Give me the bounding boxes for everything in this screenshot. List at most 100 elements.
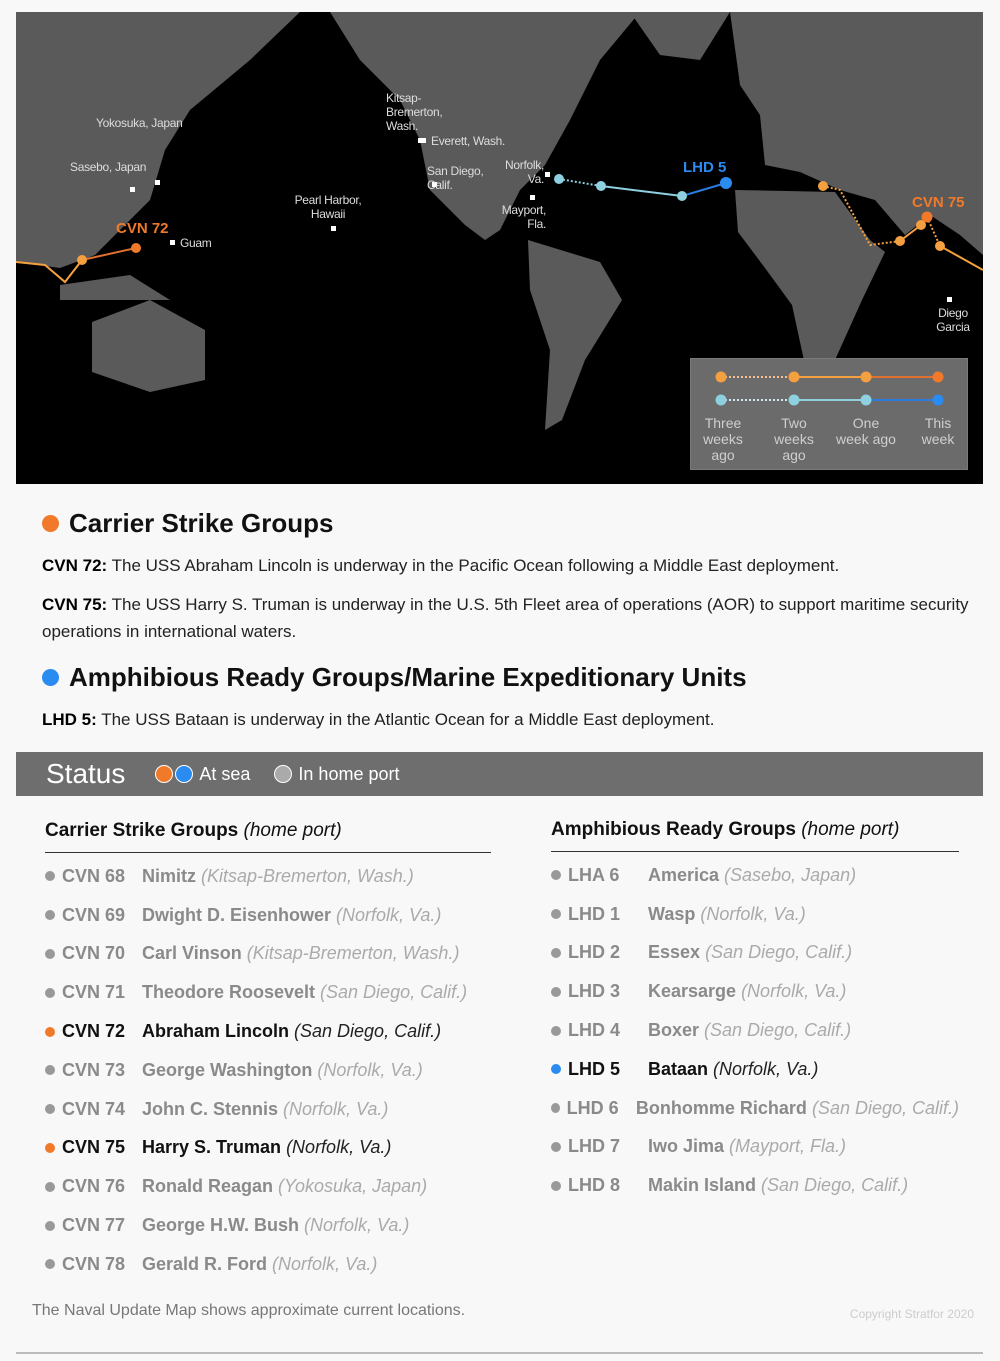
ship-name: George Washington [142, 1059, 313, 1080]
status-dot-icon [45, 1181, 55, 1192]
ship-name: Dwight D. Eisenhower [142, 904, 332, 925]
ship-row: LHD 6 Bonhomme Richard (San Diego, Calif.) [551, 1089, 959, 1128]
ship-name: George H.W. Bush [142, 1215, 300, 1236]
hull-number: CVN 68 [62, 865, 126, 886]
grey-dot-icon [274, 765, 293, 783]
hull-number: CVN 75 [62, 1137, 126, 1158]
hull-number: CVN 72 [62, 1021, 126, 1042]
ship-row: CVN 68 Nimitz (Kitsap-Bremerton, Wash.) [45, 857, 491, 896]
home-port: (Norfolk, Va.) [336, 904, 442, 925]
hull-number: LHD 3 [568, 981, 621, 1002]
status-dot-icon [45, 910, 55, 921]
place-label: Guam [180, 236, 212, 250]
map-legend: Three weeks ago Two weeks ago One week a… [690, 358, 968, 470]
home-port: (Norfolk, Va.) [272, 1253, 378, 1274]
hull-number: LHA 6 [568, 864, 620, 885]
legend-label: One week ago [836, 415, 896, 447]
status-dot-icon [45, 1065, 55, 1076]
ship-row: LHA 6 America (Sasebo, Japan) [551, 856, 959, 895]
place-label: Everett, Wash. [431, 134, 506, 148]
place-label: Yokosuka, Japan [96, 116, 183, 130]
ship-row: CVN 76 Ronald Reagan (Yokosuka, Japan) [45, 1167, 491, 1206]
status-dot-icon [551, 1064, 561, 1075]
ship-row: LHD 4 Boxer (San Diego, Calif.) [551, 1011, 959, 1050]
footer-note: The Naval Update Map shows approximate c… [32, 1302, 466, 1319]
ship-name: Bataan [648, 1058, 709, 1079]
status-dot-icon [551, 1103, 560, 1114]
home-port: (Norfolk, Va.) [700, 903, 806, 924]
ship-name: Wasp [648, 903, 696, 924]
home-port: (San Diego, Calif.) [761, 1175, 909, 1196]
home-port: (Sasebo, Japan) [724, 864, 857, 885]
status-dot-icon [45, 1142, 55, 1153]
status-dot-icon [551, 1141, 561, 1152]
status-dot-icon [45, 1259, 55, 1270]
carrier-section-heading: Carrier Strike Groups [42, 508, 333, 539]
section-title: Carrier Strike Groups [69, 508, 334, 538]
ship-name: Gerald R. Ford [142, 1253, 268, 1274]
ship-row: LHD 7 Iwo Jima (Mayport, Fla.) [551, 1128, 959, 1167]
home-port: (San Diego, Calif.) [704, 1020, 852, 1041]
ship-label-cvn72: CVN 72 [116, 220, 169, 237]
home-port-label: In home port [298, 763, 400, 784]
amphib-list-heading: Amphibious Ready Groups (home port) [551, 819, 959, 852]
ship-row: CVN 69 Dwight D. Eisenhower (Norfolk, Va.) [45, 896, 491, 935]
status-dot-icon [45, 871, 55, 882]
ship-row: CVN 71 Theodore Roosevelt (San Diego, Cali… [45, 973, 491, 1012]
cvn75-description: CVN 75: The USS Harry S. Truman is under… [42, 595, 969, 641]
hull-number: CVN 69 [62, 904, 126, 925]
ship-label-cvn75: CVN 75 [912, 194, 965, 211]
hull-number: LHD 1 [568, 903, 621, 924]
ship-name: America [648, 864, 720, 885]
home-port: (Norfolk, Va.) [286, 1137, 392, 1158]
status-title: Status [46, 758, 126, 789]
section-title: Amphibious Ready Groups/Marine Expeditio… [69, 662, 747, 692]
ship-label-lhd5: LHD 5 [683, 159, 727, 176]
status-dot-icon [551, 986, 561, 997]
ship-name: Theodore Roosevelt [142, 982, 316, 1003]
hull-number: CVN 70 [62, 943, 126, 964]
hull-number: CVN 77 [62, 1215, 126, 1236]
legend-label: Three weeks ago [703, 415, 743, 463]
home-port: (Kitsap-Bremerton, Wash.) [201, 865, 414, 886]
home-port: (Norfolk, Va.) [317, 1059, 423, 1080]
ship-row: LHD 2 Essex (San Diego, Calif.) [551, 934, 959, 973]
carrier-list-heading: Carrier Strike Groups (home port) [45, 820, 491, 853]
place-label: Diego Garcia [936, 306, 970, 334]
place-label: San Diego, Calif. [427, 164, 484, 192]
ship-name: Carl Vinson [142, 943, 242, 964]
home-port: (Kitsap-Bremerton, Wash.) [246, 943, 460, 964]
land-masses [16, 12, 983, 430]
hull-number: CVN 76 [62, 1176, 126, 1197]
place-label: Pearl Harbor, Hawaii [294, 193, 362, 221]
ship-row: CVN 77 George H.W. Bush (Norfolk, Va.) [45, 1206, 491, 1245]
ship-name: Boxer [648, 1020, 700, 1041]
blue-dot-icon [42, 669, 59, 686]
amphib-list: Amphibious Ready Groups (home port) LHA … [551, 819, 959, 1205]
place-label: Sasebo, Japan [70, 160, 147, 174]
home-port: (Norfolk, Va.) [304, 1215, 410, 1236]
ship-name: Abraham Lincoln [142, 1021, 290, 1042]
ship-row: CVN 75 Harry S. Truman (Norfolk, Va.) [45, 1129, 491, 1168]
status-dot-icon [45, 1104, 55, 1115]
ship-row: LHD 8 Makin Island (San Diego, Calif.) [551, 1166, 959, 1205]
hull-number: CVN 71 [62, 982, 126, 1003]
place-label: Mayport, Fla. [501, 203, 547, 231]
status-dot-icon [45, 948, 55, 959]
hull-number: CVN 74 [62, 1098, 126, 1119]
home-port: (Norfolk, Va.) [283, 1098, 389, 1119]
ship-name: Iwo Jima [648, 1136, 725, 1157]
ship-name: Makin Island [648, 1175, 757, 1196]
status-dot-icon [551, 909, 561, 920]
hull-number: LHD 4 [568, 1020, 621, 1041]
home-port: (San Diego, Calif.) [294, 1021, 442, 1042]
orange-dot-icon [155, 765, 174, 783]
ship-row: CVN 78 Gerald R. Ford (Norfolk, Va.) [45, 1245, 491, 1284]
status-bar: Status At sea In home port [16, 752, 983, 796]
status-dot-icon [45, 1026, 55, 1037]
ship-row: CVN 72 Abraham Lincoln (San Diego, Calif.) [45, 1012, 491, 1051]
legend-label: This week [921, 415, 955, 447]
hull-number: LHD 6 [566, 1097, 619, 1118]
home-port: (San Diego, Calif.) [320, 982, 468, 1003]
naval-map: Yokosuka, Japan Sasebo, Japan Guam Pearl… [16, 12, 983, 484]
